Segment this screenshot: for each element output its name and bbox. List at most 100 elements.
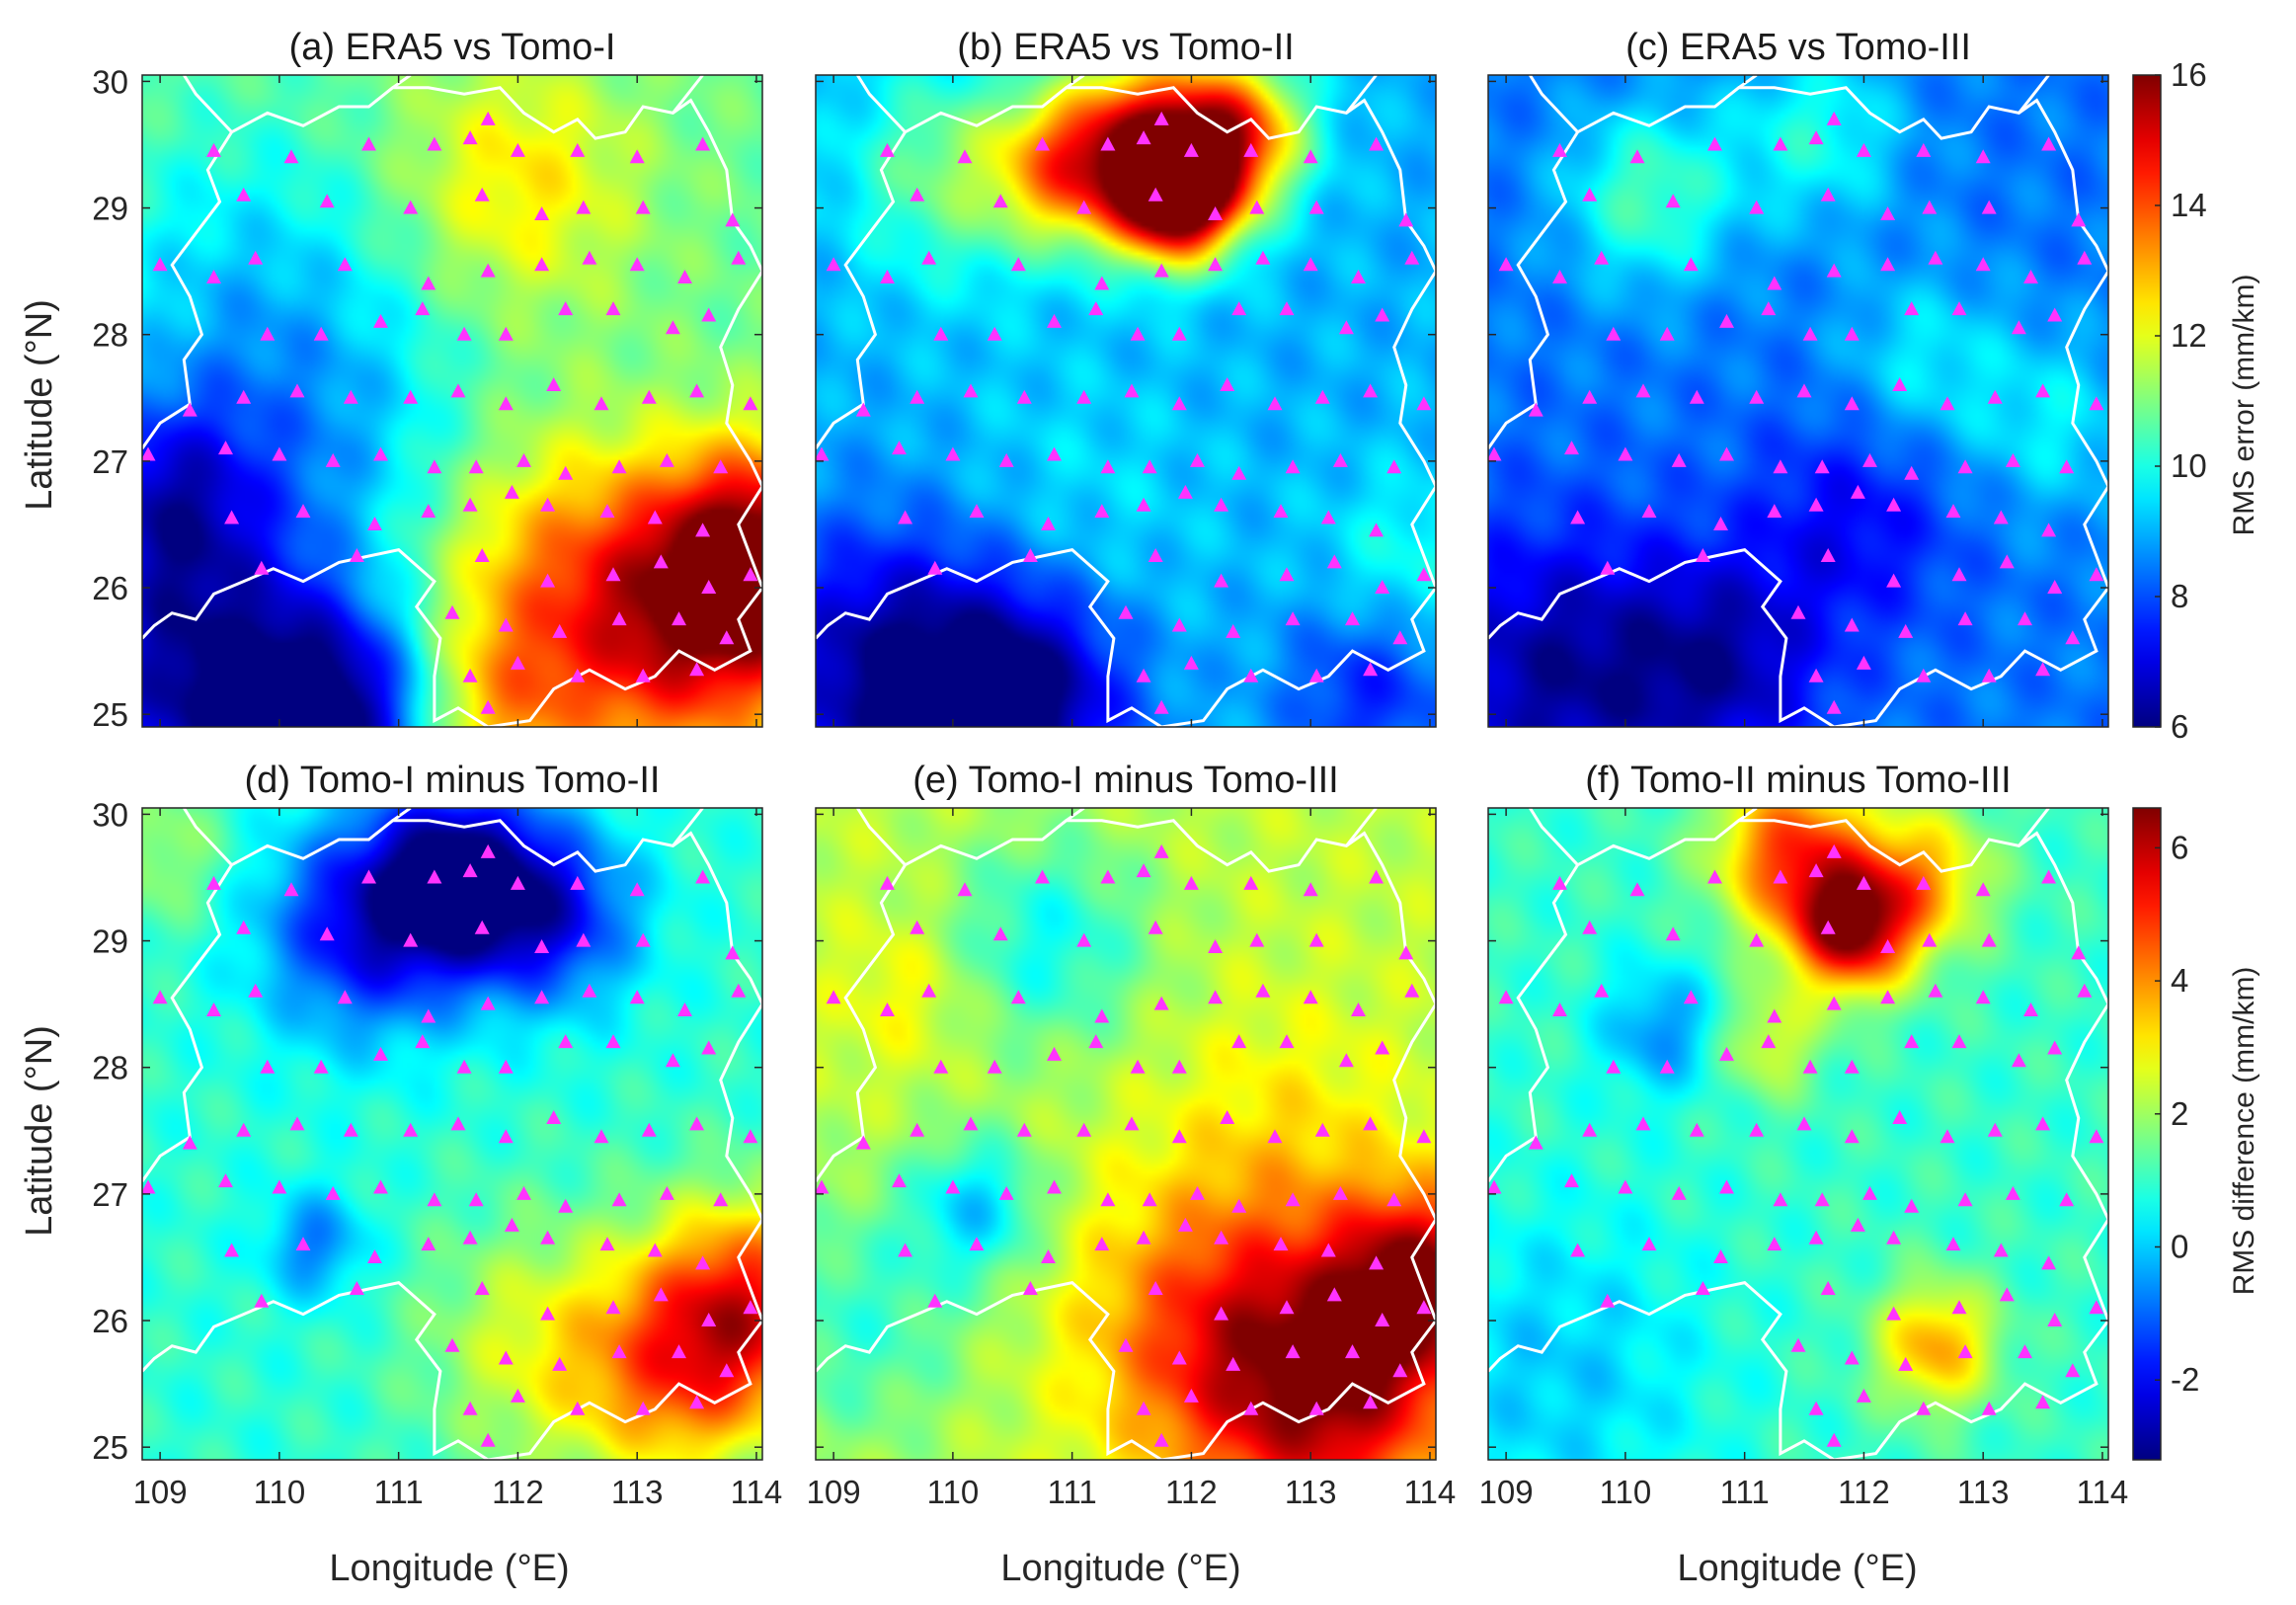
province-boundary-segment (183, 808, 233, 866)
gnss-station-marker (892, 441, 907, 455)
gnss-station-marker (1844, 1059, 1860, 1074)
gnss-station-marker (713, 1192, 729, 1207)
gnss-station-marker (855, 1135, 871, 1150)
gnss-station-marker (498, 1350, 514, 1365)
gnss-station-marker (206, 1003, 221, 1016)
gnss-station-marker (1076, 200, 1092, 214)
x-tick-label: 109 (1479, 1474, 1534, 1510)
gnss-station-marker (534, 257, 550, 272)
gnss-station-marker (1713, 517, 1728, 530)
y-tick-label: 27 (92, 443, 128, 480)
gnss-station-marker (880, 875, 895, 890)
gnss-station-marker (1016, 389, 1032, 404)
gnss-station-marker (516, 1185, 531, 1200)
gnss-station-marker (945, 1179, 961, 1194)
gnss-station-marker (450, 1116, 466, 1131)
gnss-station-marker (1808, 1230, 1824, 1244)
gnss-station-marker (910, 1122, 925, 1137)
gnss-station-marker (1844, 617, 1860, 632)
gnss-station-marker (1231, 1034, 1247, 1049)
gnss-station-marker (1148, 1281, 1163, 1295)
gnss-station-marker (910, 920, 925, 934)
gnss-station-marker (1528, 1135, 1544, 1150)
gnss-station-marker (1498, 257, 1514, 272)
gnss-station-marker (647, 510, 663, 524)
gnss-station-marker (1790, 1337, 1806, 1352)
gnss-station-marker (695, 869, 711, 884)
province-boundary-segment (2018, 75, 2050, 115)
gnss-station-marker (1951, 567, 1967, 582)
province-boundary-segment (672, 808, 704, 847)
gnss-station-marker (2071, 212, 2087, 227)
gnss-station-marker (295, 504, 311, 519)
gnss-station-marker (695, 1255, 711, 1270)
gnss-station-marker (1659, 326, 1675, 341)
gnss-station-marker (1564, 1173, 1579, 1188)
y-axis-label-bottom: Latitude (°N) (19, 1025, 60, 1237)
gnss-station-marker (1488, 1179, 1502, 1194)
gnss-station-marker (1880, 939, 1896, 953)
gnss-station-marker (540, 1306, 556, 1321)
gnss-station-marker (325, 1185, 341, 1200)
gnss-station-marker (427, 459, 442, 474)
province-boundary (816, 86, 1436, 727)
gnss-station-marker (1041, 517, 1056, 530)
gnss-station-marker (1308, 932, 1324, 947)
colorbar-gradient (2132, 807, 2162, 1461)
gnss-station-marker (731, 250, 747, 265)
gnss-station-marker (1856, 1388, 1871, 1403)
gnss-station-marker (450, 383, 466, 398)
gnss-station-marker (2047, 580, 2063, 594)
gnss-station-marker (1100, 869, 1116, 884)
panel-c: (c) ERA5 vs Tomo-III (1487, 27, 2109, 728)
gnss-station-marker (1802, 326, 1818, 341)
gnss-station-marker (534, 939, 550, 953)
gnss-station-marker (1820, 1281, 1836, 1295)
gnss-station-marker (1171, 326, 1187, 341)
heatmap-field (142, 808, 762, 1460)
gnss-station-marker (474, 1281, 490, 1295)
x-axis-label-d: Longitude (°E) (329, 1548, 569, 1589)
gnss-station-marker (1314, 389, 1330, 404)
gnss-station-marker (1719, 313, 1734, 328)
gnss-station-marker (1600, 1293, 1616, 1308)
heatmap-field (1488, 75, 2108, 727)
gnss-station-marker (1665, 194, 1681, 208)
gnss-station-marker (462, 497, 478, 512)
x-axis-label-f: Longitude (°E) (1677, 1548, 1917, 1589)
gnss-station-marker (1386, 459, 1402, 474)
gnss-station-marker (1047, 313, 1062, 328)
gnss-station-marker (2059, 459, 2075, 474)
gnss-station-marker (349, 548, 364, 562)
gnss-station-marker (1713, 1249, 1728, 1263)
gnss-station-marker (1856, 142, 1871, 157)
gnss-station-marker (1582, 1122, 1598, 1137)
gnss-station-marker (1375, 1040, 1390, 1055)
y-tick-label: 25 (92, 696, 128, 733)
gnss-station-marker (2047, 307, 2063, 322)
gnss-station-marker (462, 863, 478, 878)
panel-title: (d) Tomo-I minus Tomo-II (245, 760, 661, 801)
gnss-station-marker (1993, 510, 2009, 524)
gnss-station-marker (1088, 1034, 1104, 1049)
gnss-station-marker (1892, 1110, 1908, 1124)
gnss-station-marker (1148, 920, 1163, 934)
gnss-station-marker (1981, 668, 1997, 682)
colorbar-tick-label: 8 (2171, 578, 2188, 614)
gnss-station-marker (462, 668, 478, 682)
gnss-station-marker (1820, 920, 1836, 934)
gnss-station-marker (474, 548, 490, 562)
gnss-station-marker (1136, 863, 1151, 878)
gnss-station-marker (2041, 1255, 2057, 1270)
gnss-station-marker (421, 276, 436, 290)
gnss-station-marker (498, 326, 514, 341)
gnss-station-marker (1850, 1217, 1865, 1232)
gnss-station-marker (677, 270, 692, 283)
gnss-station-marker (343, 1122, 358, 1137)
gnss-station-marker (367, 517, 382, 530)
y-tick-label: 27 (92, 1176, 128, 1213)
gnss-station-marker (546, 1110, 562, 1124)
gnss-station-marker (1951, 1300, 1967, 1315)
gnss-station-marker (1214, 1306, 1229, 1321)
gnss-station-marker (1392, 1363, 1408, 1378)
